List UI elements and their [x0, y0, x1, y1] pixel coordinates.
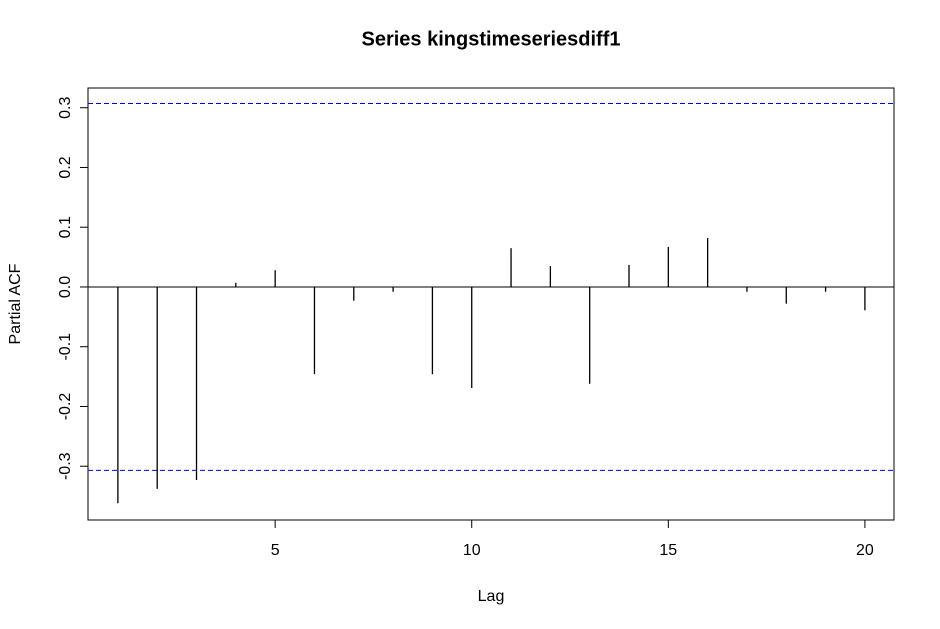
y-tick-label: 0.0	[57, 276, 74, 298]
y-tick-label: -0.3	[57, 452, 74, 480]
y-tick-label: -0.2	[57, 393, 74, 421]
x-tick-label: 10	[463, 542, 481, 559]
x-axis-label: Lag	[478, 588, 505, 605]
plot-box	[87, 87, 895, 521]
y-tick-label: -0.1	[57, 333, 74, 361]
y-tick-label: 0.3	[57, 96, 74, 118]
chart-title: Series kingstimeseriesdiff1	[361, 28, 620, 50]
x-tick-label: 5	[271, 542, 280, 559]
y-tick-label: 0.1	[57, 216, 74, 238]
x-tick-label: 20	[856, 542, 874, 559]
y-tick-label: 0.2	[57, 156, 74, 178]
x-tick-label: 15	[659, 542, 677, 559]
y-axis-label: Partial ACF	[7, 263, 24, 344]
